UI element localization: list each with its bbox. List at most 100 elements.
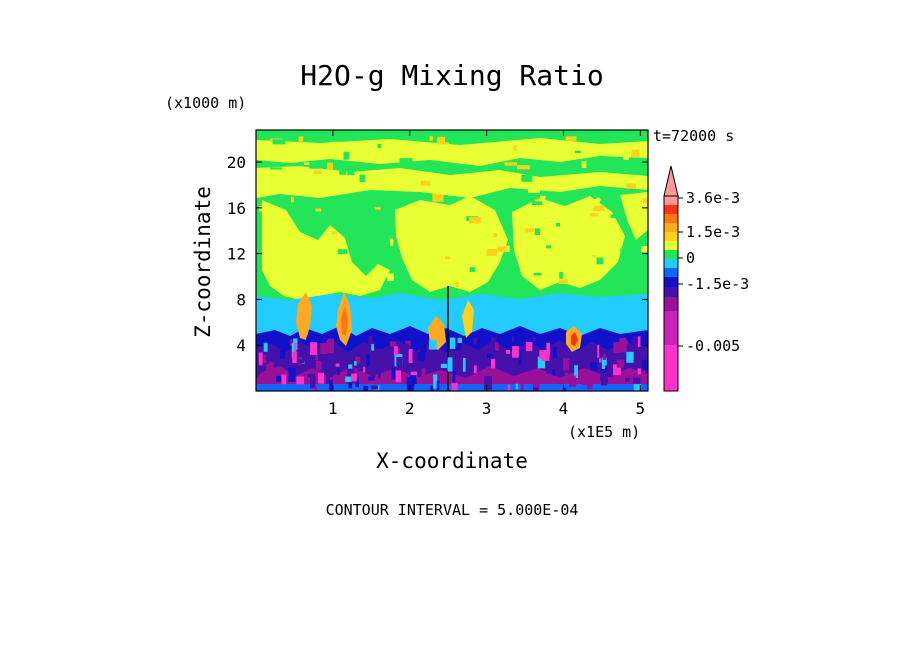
field-speckle — [291, 343, 297, 358]
field-speckle — [590, 362, 598, 371]
field-speckle-upper — [354, 231, 360, 240]
field-speckle — [552, 369, 556, 376]
field-speckle — [281, 374, 287, 385]
chart-title: H2O-g Mixing Ratio — [300, 59, 603, 92]
field-speckle — [619, 337, 627, 353]
field-speckle-upper — [593, 198, 601, 201]
field-speckle-upper — [587, 267, 600, 274]
field-speckle — [587, 375, 593, 390]
field-speckle-upper — [343, 151, 350, 160]
field-speckle-upper — [469, 267, 476, 272]
field-speckle — [532, 376, 540, 388]
field-speckle — [294, 342, 297, 355]
field-speckle-upper — [390, 238, 394, 246]
colorbar-segment — [664, 205, 678, 214]
field-speckle-upper — [581, 161, 587, 168]
field-speckle — [512, 346, 519, 358]
field-speckle-upper — [609, 254, 614, 259]
field-speckle-upper — [580, 209, 585, 217]
field-speckle-upper — [352, 254, 357, 259]
field-speckle — [490, 358, 496, 369]
field-speckle-upper — [541, 150, 553, 157]
field-speckle-upper — [534, 228, 541, 236]
field-speckle-upper — [566, 244, 571, 251]
field-speckle — [546, 342, 550, 356]
colorbar-segment — [664, 259, 678, 268]
field-speckle-upper — [596, 257, 604, 265]
field-speckle — [430, 385, 434, 391]
field-speckle-upper — [339, 170, 347, 175]
field-speckle — [391, 366, 396, 380]
field-speckle — [428, 339, 437, 350]
field-speckle-upper — [610, 214, 622, 219]
field-speckle — [564, 372, 569, 383]
field-speckle — [368, 376, 375, 381]
field-speckle — [366, 353, 370, 366]
field-speckle — [310, 342, 318, 355]
field-speckle — [625, 377, 630, 382]
y-axis-label: Z-coordinate — [191, 186, 215, 338]
field-speckle-upper — [504, 162, 518, 166]
colorbar-segment — [664, 241, 678, 250]
field-speckle-upper — [377, 143, 382, 149]
field-speckle-upper — [290, 196, 294, 203]
field-speckle — [639, 349, 643, 363]
field-speckle-upper — [546, 245, 552, 249]
field-mid-positive-left — [262, 200, 390, 300]
field-speckle-upper — [554, 205, 563, 208]
field-speckle-upper — [406, 253, 413, 261]
field-speckle-upper — [285, 167, 291, 173]
field-mid-positive-right — [512, 196, 625, 290]
colorbar-segment — [664, 223, 678, 232]
field-speckle-upper — [574, 150, 581, 154]
colorbar-tick-label: -1.5e-3 — [686, 275, 749, 293]
field-speckle — [632, 377, 641, 384]
field-speckle — [351, 373, 357, 382]
field-speckle-upper — [532, 222, 537, 226]
colorbar-frame — [663, 195, 679, 392]
field-speckle-upper — [478, 161, 483, 165]
field-speckle-upper — [315, 208, 322, 212]
field-speckle — [632, 336, 638, 346]
field-speckle-upper — [513, 145, 517, 151]
colorbar-segment — [664, 345, 678, 391]
field-speckle — [569, 375, 576, 388]
field-speckle-upper — [331, 231, 338, 234]
field-speckle-upper — [625, 183, 636, 189]
field-speckle — [642, 359, 648, 370]
field-speckle-upper — [571, 244, 585, 253]
field-speckle — [600, 371, 608, 386]
field-speckle — [553, 346, 558, 359]
field-speckle-upper — [558, 279, 568, 285]
field-speckle — [357, 368, 361, 372]
field-speckle-upper — [593, 205, 605, 212]
field-speckle-upper — [432, 193, 444, 202]
field-speckle-upper — [631, 149, 640, 158]
field-speckle — [583, 359, 588, 366]
field-speckle — [525, 342, 533, 351]
field-speckle — [563, 358, 570, 371]
plume-4-core — [571, 332, 578, 346]
field-speckle — [436, 381, 440, 390]
field-speckle-upper — [328, 141, 341, 145]
field-speckle-upper — [445, 135, 450, 143]
field-speckle — [276, 375, 282, 382]
y-tick-label: 20 — [227, 153, 246, 172]
colorbar-segment — [664, 268, 678, 277]
field-speckle — [537, 356, 546, 369]
field-speckle — [616, 359, 624, 368]
field-speckle-upper — [359, 174, 366, 183]
field-speckle — [315, 360, 322, 370]
colorbar-arrow — [663, 165, 679, 197]
colorbar-tick-label: -0.005 — [686, 337, 740, 355]
field-speckle — [511, 336, 515, 342]
field-speckle — [354, 361, 357, 366]
field-speckle — [601, 357, 607, 370]
field-speckle-upper — [455, 282, 459, 287]
field-speckle — [421, 368, 426, 377]
field-speckle-upper — [374, 207, 381, 210]
colorbar-segment — [664, 250, 678, 259]
field-speckle — [418, 352, 425, 361]
field-speckle — [298, 359, 305, 364]
